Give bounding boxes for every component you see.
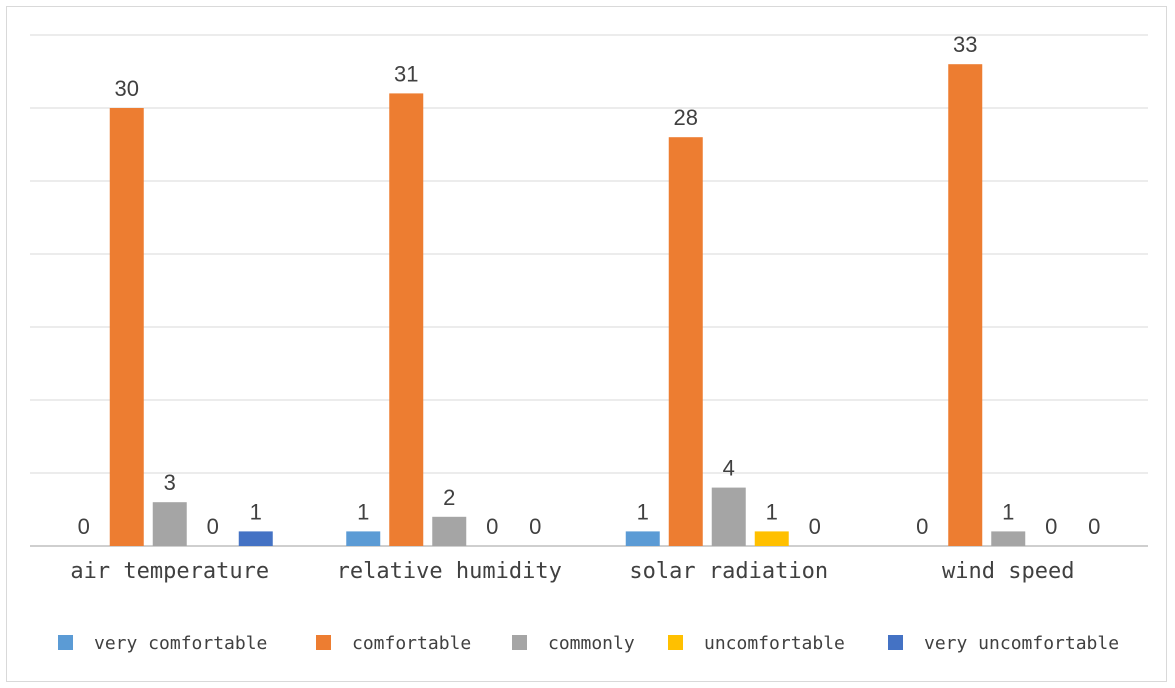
bar-commonly-solar-radiation bbox=[711, 487, 746, 546]
legend-item-commonly: commonly bbox=[512, 633, 635, 654]
legend-swatch bbox=[58, 635, 73, 650]
bar-comfortable-wind-speed bbox=[948, 64, 983, 546]
data-label: 28 bbox=[674, 105, 698, 130]
bar-comfortable-relative-humidity bbox=[389, 93, 424, 547]
bar-comfortable-solar-radiation bbox=[668, 137, 703, 546]
bars bbox=[109, 64, 1026, 547]
legend-label: uncomfortable bbox=[704, 633, 845, 654]
legend-label: commonly bbox=[548, 633, 635, 654]
legend-item-very-uncomfortable: very uncomfortable bbox=[888, 633, 1119, 654]
data-label: 1 bbox=[250, 499, 262, 524]
data-label: 0 bbox=[78, 514, 90, 539]
legend-swatch bbox=[512, 635, 527, 650]
category-labels: air temperature relative humidity solar ra… bbox=[70, 559, 1074, 584]
bar-very-comfortable-solar-radiation bbox=[625, 531, 660, 546]
data-label: 0 bbox=[486, 514, 498, 539]
data-label: 1 bbox=[637, 499, 649, 524]
legend-label: comfortable bbox=[352, 633, 471, 654]
data-label: 3 bbox=[164, 470, 176, 495]
legend-label: very comfortable bbox=[94, 633, 267, 654]
legend-label: very uncomfortable bbox=[924, 633, 1119, 654]
data-label: 30 bbox=[115, 76, 139, 101]
data-label: 31 bbox=[394, 61, 418, 86]
bar-very-comfortable-relative-humidity bbox=[346, 531, 381, 546]
data-label: 0 bbox=[809, 514, 821, 539]
category-label: relative humidity bbox=[337, 559, 562, 584]
bar-commonly-wind-speed bbox=[991, 531, 1026, 546]
bar-uncomfortable-solar-radiation bbox=[754, 531, 789, 546]
legend: very comfortable comfortable commonly uncom… bbox=[58, 633, 1119, 654]
data-label: 1 bbox=[1002, 499, 1014, 524]
bar-comfortable-air-temperature bbox=[109, 108, 144, 546]
data-label: 4 bbox=[723, 456, 735, 481]
legend-swatch bbox=[888, 635, 903, 650]
bar-commonly-relative-humidity bbox=[432, 516, 467, 546]
data-label: 0 bbox=[1088, 514, 1100, 539]
data-label: 1 bbox=[357, 499, 369, 524]
bar-very-uncomfortable-air-temperature bbox=[238, 531, 273, 546]
data-label: 0 bbox=[529, 514, 541, 539]
legend-item-comfortable: comfortable bbox=[316, 633, 471, 654]
data-label: 0 bbox=[207, 514, 219, 539]
category-label: air temperature bbox=[70, 559, 269, 584]
data-label: 2 bbox=[443, 485, 455, 510]
legend-swatch bbox=[316, 635, 331, 650]
data-label: 1 bbox=[766, 499, 778, 524]
data-label: 33 bbox=[953, 32, 977, 57]
legend-item-very-comfortable: very comfortable bbox=[58, 633, 267, 654]
legend-item-uncomfortable: uncomfortable bbox=[668, 633, 845, 654]
bar-commonly-air-temperature bbox=[152, 502, 187, 546]
legend-swatch bbox=[668, 635, 683, 650]
category-label: solar radiation bbox=[629, 559, 828, 584]
data-label: 0 bbox=[916, 514, 928, 539]
data-label: 0 bbox=[1045, 514, 1057, 539]
category-label: wind speed bbox=[942, 559, 1074, 584]
